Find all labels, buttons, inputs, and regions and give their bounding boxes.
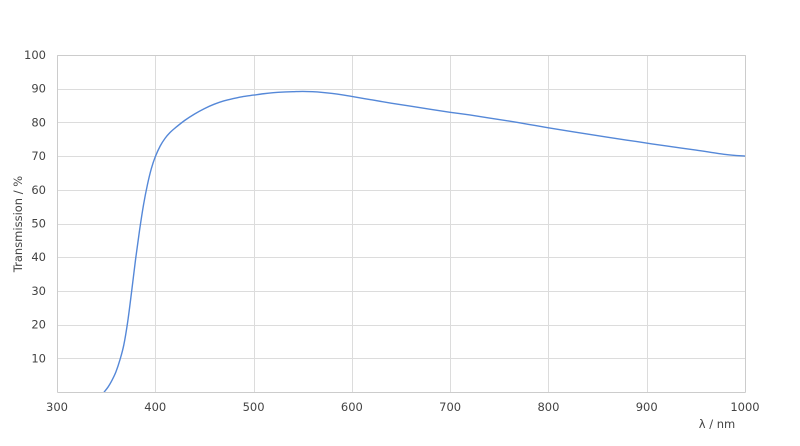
x-tick-label: 600 [341,400,363,414]
y-tick-label: 100 [24,48,46,62]
y-tick-label: 80 [31,115,46,129]
x-tick-label: 700 [439,400,461,414]
y-tick-labels: 10 20 30 40 50 60 70 80 90 100 [24,48,46,365]
x-tick-label: 900 [636,400,658,414]
axis-lines [57,55,746,393]
y-tick-label: 20 [31,318,46,332]
y-tick-label: 70 [31,149,46,163]
x-tick-label: 800 [537,400,559,414]
x-tick-label: 300 [46,400,68,414]
data-series-group [103,90,745,392]
y-axis-title: Transmission / % [11,176,25,273]
y-tick-label: 90 [31,82,46,96]
y-tick-label: 60 [31,183,46,197]
y-tick-label: 30 [31,284,46,298]
x-tick-label: 500 [243,400,265,414]
series-line-transmission [103,90,745,392]
y-tick-label: 50 [31,217,46,231]
x-tick-label: 1000 [730,400,759,414]
x-tick-labels: 300 400 500 600 700 800 900 1000 [46,400,760,414]
y-tick-label: 10 [31,351,46,365]
y-tick-label: 40 [31,250,46,264]
plot-background [57,55,745,392]
x-tick-label: 400 [144,400,166,414]
x-axis-title: λ / nm [699,417,735,431]
